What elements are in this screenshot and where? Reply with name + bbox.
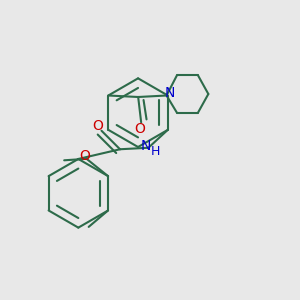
Text: N: N bbox=[165, 85, 175, 100]
Text: O: O bbox=[134, 122, 145, 136]
Text: O: O bbox=[80, 149, 91, 164]
Text: H: H bbox=[150, 146, 160, 158]
Text: N: N bbox=[141, 139, 152, 153]
Text: O: O bbox=[92, 119, 104, 133]
